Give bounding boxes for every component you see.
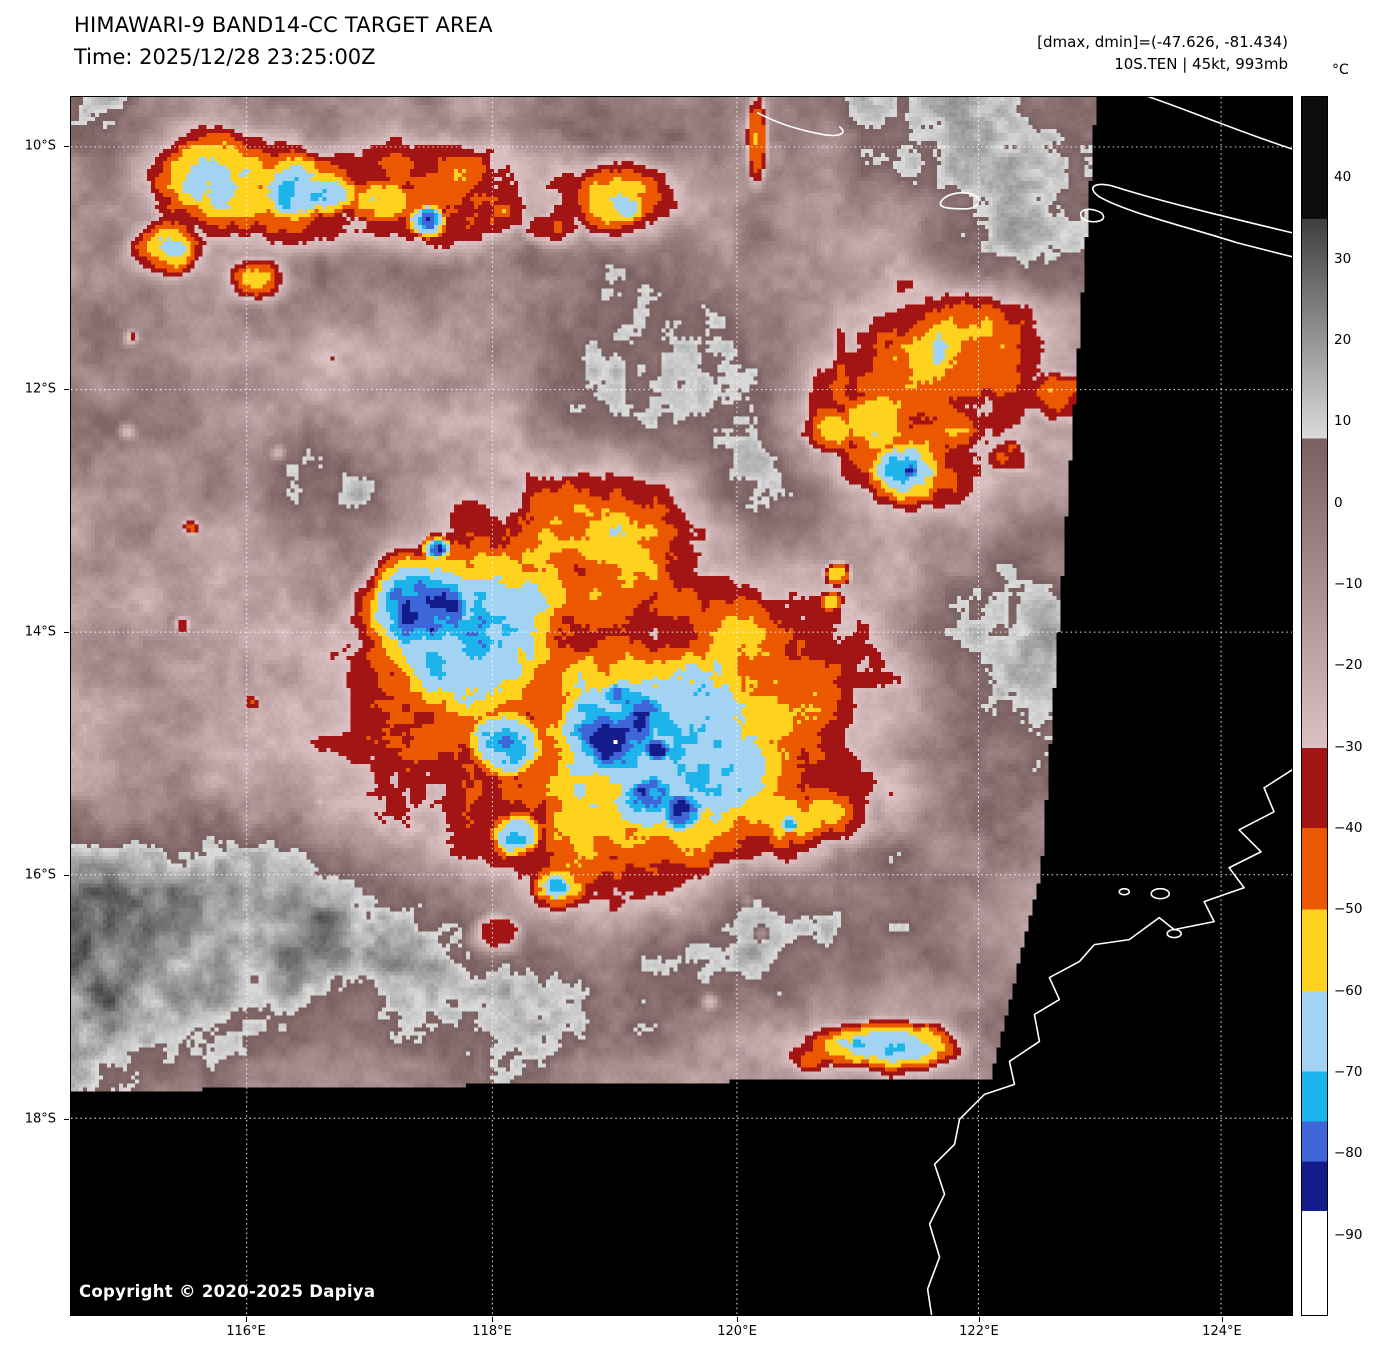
colorbar-tick-labels: 40 30 20 10 0 −10 −20 −30 −40 −50 −60 −70 −80 −90 xyxy=(1334,96,1384,1316)
axis-tick xyxy=(978,1317,980,1322)
coastline-path xyxy=(1092,183,1292,258)
coastlines xyxy=(757,97,1292,1315)
colorbar-unit-label: °C xyxy=(1332,62,1349,78)
axis-tick xyxy=(245,1317,247,1322)
coastline-path xyxy=(926,769,1292,1315)
latitude-axis: 10°S 12°S 14°S 16°S 18°S xyxy=(0,96,64,1316)
lat-tick-label: 10°S xyxy=(24,138,56,154)
colorbar-tick-label: −20 xyxy=(1334,657,1363,674)
axis-tick xyxy=(737,1317,739,1322)
map-frame: Copyright © 2020-2025 Dapiya xyxy=(70,96,1293,1316)
lon-tick-label: 122°E xyxy=(959,1324,999,1339)
colorbar-tick-label: −80 xyxy=(1334,1145,1363,1162)
colorbar-tick-label: −90 xyxy=(1334,1226,1363,1243)
axis-tick xyxy=(64,1118,69,1120)
colorbar-tick-label: 20 xyxy=(1334,332,1352,348)
axis-tick xyxy=(64,631,69,633)
lon-tick-label: 124°E xyxy=(1202,1324,1242,1339)
product-title: HIMAWARI-9 BAND14-CC TARGET AREA xyxy=(74,13,493,37)
lat-tick-label: 14°S xyxy=(24,624,56,640)
axis-tick xyxy=(64,389,69,391)
axis-tick xyxy=(1221,1317,1223,1322)
colorbar-tick-label: −60 xyxy=(1334,982,1363,999)
map-overlay xyxy=(71,97,1292,1315)
coastline-path xyxy=(1148,97,1292,150)
colorbar-tick-label: −30 xyxy=(1334,738,1363,755)
colorbar-tick-label: 40 xyxy=(1334,169,1352,186)
colorbar-tick-label: −40 xyxy=(1334,820,1363,836)
header-right: [dmax, dmin]=(-47.626, -81.434) 10S.TEN … xyxy=(1037,32,1288,76)
lon-tick-label: 118°E xyxy=(472,1324,512,1339)
colorbar-tick-label: 30 xyxy=(1334,250,1352,267)
grid-lines xyxy=(71,97,1292,1315)
lat-tick-label: 12°S xyxy=(24,381,56,397)
coastline-path xyxy=(757,112,844,137)
colorbar-canvas xyxy=(1302,97,1327,1315)
dmax-dmin-label: [dmax, dmin]=(-47.626, -81.434) xyxy=(1037,33,1288,51)
time-label: Time: 2025/12/28 23:25:00Z xyxy=(74,45,376,70)
colorbar-tick-label: −50 xyxy=(1334,901,1363,918)
colorbar-frame xyxy=(1301,96,1328,1316)
coastline-path xyxy=(1118,887,1131,896)
colorbar-tick-label: −70 xyxy=(1334,1064,1363,1080)
lon-tick-label: 120°E xyxy=(717,1324,757,1339)
lat-tick-label: 16°S xyxy=(24,867,56,883)
storm-info-label: 10S.TEN | 45kt, 993mb xyxy=(1114,54,1288,73)
axis-tick xyxy=(64,146,69,148)
coastline-path xyxy=(939,192,980,210)
colorbar-tick-label: −10 xyxy=(1334,576,1363,592)
header-left: HIMAWARI-9 BAND14-CC TARGET AREA Time: 2… xyxy=(74,12,493,72)
axis-tick xyxy=(492,1317,494,1322)
axis-tick xyxy=(64,874,69,876)
lat-tick-label: 18°S xyxy=(24,1111,56,1127)
lon-tick-label: 116°E xyxy=(226,1324,266,1339)
coastline-path xyxy=(1150,887,1170,900)
copyright-label: Copyright © 2020-2025 Dapiya xyxy=(79,1282,376,1301)
coastline-path xyxy=(1166,928,1182,939)
colorbar-tick-label: 10 xyxy=(1334,413,1352,430)
coastline-path xyxy=(1079,208,1105,223)
colorbar-tick-label: 0 xyxy=(1334,494,1343,511)
satellite-imagery-canvas xyxy=(71,97,1292,1315)
longitude-axis: 116°E 118°E 120°E 122°E 124°E xyxy=(70,1324,1293,1344)
